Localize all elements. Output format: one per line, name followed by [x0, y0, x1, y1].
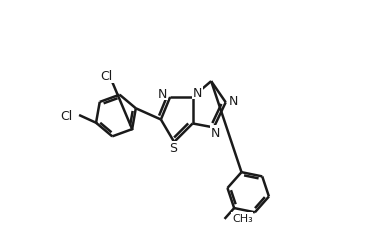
Text: N: N: [211, 126, 220, 139]
Text: Cl: Cl: [101, 70, 113, 83]
Text: Cl: Cl: [60, 110, 72, 123]
Text: S: S: [169, 142, 177, 155]
Text: CH₃: CH₃: [232, 213, 253, 223]
Text: N: N: [158, 87, 168, 100]
Text: N: N: [193, 86, 203, 99]
Text: N: N: [229, 95, 238, 108]
